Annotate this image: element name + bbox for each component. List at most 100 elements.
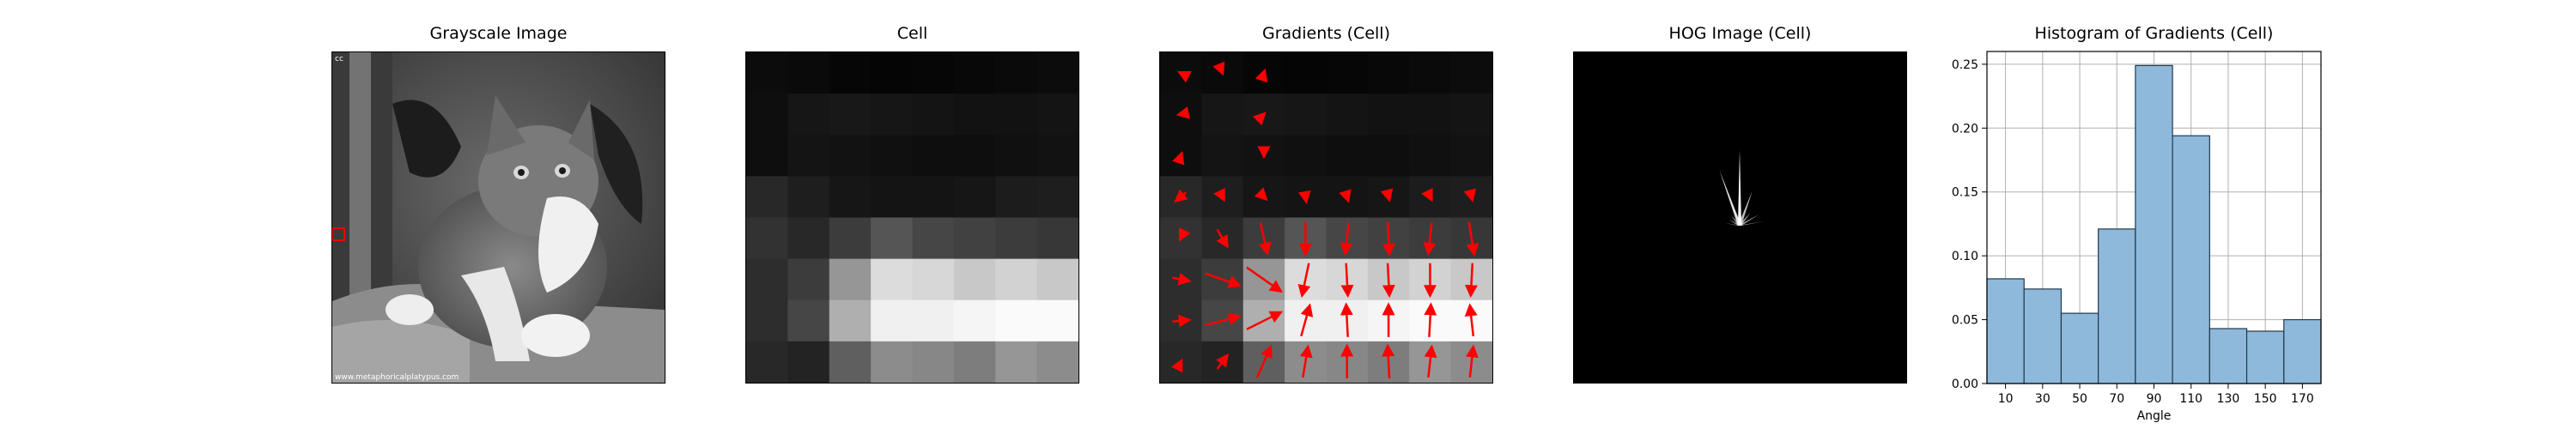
cell-pixel [995, 135, 1038, 177]
cell-pixel [829, 341, 872, 383]
x-tick-label: 150 [2254, 392, 2277, 406]
gradient-cell-pixel [1285, 52, 1327, 94]
cell-pixel [953, 299, 996, 342]
panel-title-grayscale: Grayscale Image [429, 24, 568, 43]
x-axis-label: Angle [2137, 409, 2172, 423]
gradient-cell-pixel [1201, 94, 1244, 136]
x-tick-label: 10 [1998, 392, 2014, 406]
gradient-field [1160, 52, 1492, 383]
gradient-cell-pixel [1285, 135, 1327, 177]
gradient-cell-pixel [1450, 94, 1492, 136]
cell-pixel [912, 94, 955, 136]
cell-pixel [871, 258, 913, 301]
gradient-arrow [1258, 222, 1272, 257]
gradient-arrow [1380, 188, 1394, 202]
gradient-arrow [1464, 303, 1478, 336]
cell-pixel [871, 135, 913, 177]
gradient-arrow [1174, 189, 1188, 203]
x-tick-label: 170 [2291, 392, 2314, 406]
cell-pixel [953, 258, 996, 301]
cell-pixel [995, 94, 1038, 136]
gradient-arrow [1246, 311, 1284, 330]
cell-pixel [746, 176, 788, 218]
gradient-arrow [1212, 61, 1225, 76]
gradient-arrow [1424, 302, 1437, 337]
kitten-photo: cc www.metaphoricalplatypus.com [332, 52, 665, 383]
gradient-arrow [1216, 228, 1229, 249]
panel-title-histogram: Histogram of Gradients (Cell) [2034, 24, 2274, 43]
histogram-bar [2245, 330, 2285, 384]
histogram-chart: 0.00 0.05 0.10 0.15 0.20 0.25 10 30 50 70 90 110 130… [1952, 51, 2322, 423]
cell-pixel [746, 299, 788, 342]
hog-stroke [1738, 150, 1741, 226]
gradient-arrow [1216, 353, 1230, 370]
cell-pixel [787, 52, 830, 94]
cell-pixel [995, 299, 1038, 342]
cell-pixel [1036, 176, 1078, 218]
gradient-cell-pixel [1367, 135, 1410, 177]
cell-pixel [912, 299, 955, 342]
gradient-arrow [1176, 106, 1190, 119]
gradient-arrow [1179, 227, 1191, 242]
y-tick-label: 0.20 [1952, 122, 1978, 136]
gradient-arrow [1246, 266, 1283, 293]
gradient-arrow [1205, 312, 1242, 327]
gradient-cell-pixel [1201, 135, 1244, 177]
cell-pixel [746, 94, 788, 136]
cell-pixel [995, 341, 1038, 383]
gradient-arrow [1340, 302, 1353, 337]
cell-pixel [1036, 341, 1078, 383]
cell-pixel [871, 176, 913, 218]
cell-pixel [1036, 52, 1078, 94]
hog-image [1573, 51, 1907, 384]
gradient-arrow [1213, 187, 1225, 202]
cell-pixel [912, 135, 955, 177]
cell-pixel [829, 135, 872, 177]
cell-pixel [829, 52, 872, 94]
cell-pixel [995, 217, 1038, 260]
cell-pixel [787, 94, 830, 136]
gradient-arrow [1205, 272, 1242, 288]
panel-title-gradients: Gradients (Cell) [1262, 24, 1390, 43]
cell-pixel [829, 176, 872, 218]
histogram-bar [2098, 228, 2136, 384]
gradient-arrow [1382, 221, 1395, 257]
cell-pixel [787, 258, 830, 301]
gradient-cell-pixel [1285, 94, 1327, 136]
gradient-arrow [1463, 188, 1477, 202]
cell-pixel [871, 341, 913, 383]
gradient-arrow [1340, 263, 1354, 299]
histogram-bar [2135, 64, 2173, 384]
gradient-arrow [1421, 187, 1433, 202]
cell-pixel [746, 135, 788, 177]
x-tick-label: 30 [2035, 392, 2050, 406]
y-tick-label: 0.00 [1952, 378, 1978, 391]
gradient-cell-pixel [1367, 94, 1410, 136]
x-tick-label: 110 [2179, 392, 2202, 406]
gradient-arrow [1297, 263, 1311, 299]
gradient-arrow [1297, 190, 1311, 204]
gradient-cell-pixel [1409, 94, 1452, 136]
panel-title-cell: Cell [896, 24, 928, 43]
cell-pixel [912, 217, 955, 260]
gradient-arrow [1466, 221, 1479, 257]
gradients-image [1159, 51, 1493, 384]
gradient-arrow [1255, 344, 1273, 378]
plot-frame [1986, 51, 2322, 384]
cell-pixel [746, 258, 788, 301]
cell-pixel [871, 217, 913, 260]
cell-pixel [871, 52, 913, 94]
cell-pixel [953, 94, 996, 136]
gradient-cell-pixel [1409, 52, 1452, 94]
gradient-arrow [1339, 189, 1352, 203]
cell-pixel [746, 52, 788, 94]
gradient-arrow [1382, 343, 1395, 379]
gradient-cell-pixel [1367, 52, 1410, 94]
histogram-bar [1986, 278, 2025, 384]
cell-pixel [1036, 258, 1078, 301]
y-tick-label: 0.15 [1952, 186, 1978, 200]
gradient-arrow [1176, 70, 1192, 83]
gradient-cell-pixel [1326, 94, 1369, 136]
cell-pixel [953, 217, 996, 260]
gradient-arrow [1170, 358, 1183, 373]
